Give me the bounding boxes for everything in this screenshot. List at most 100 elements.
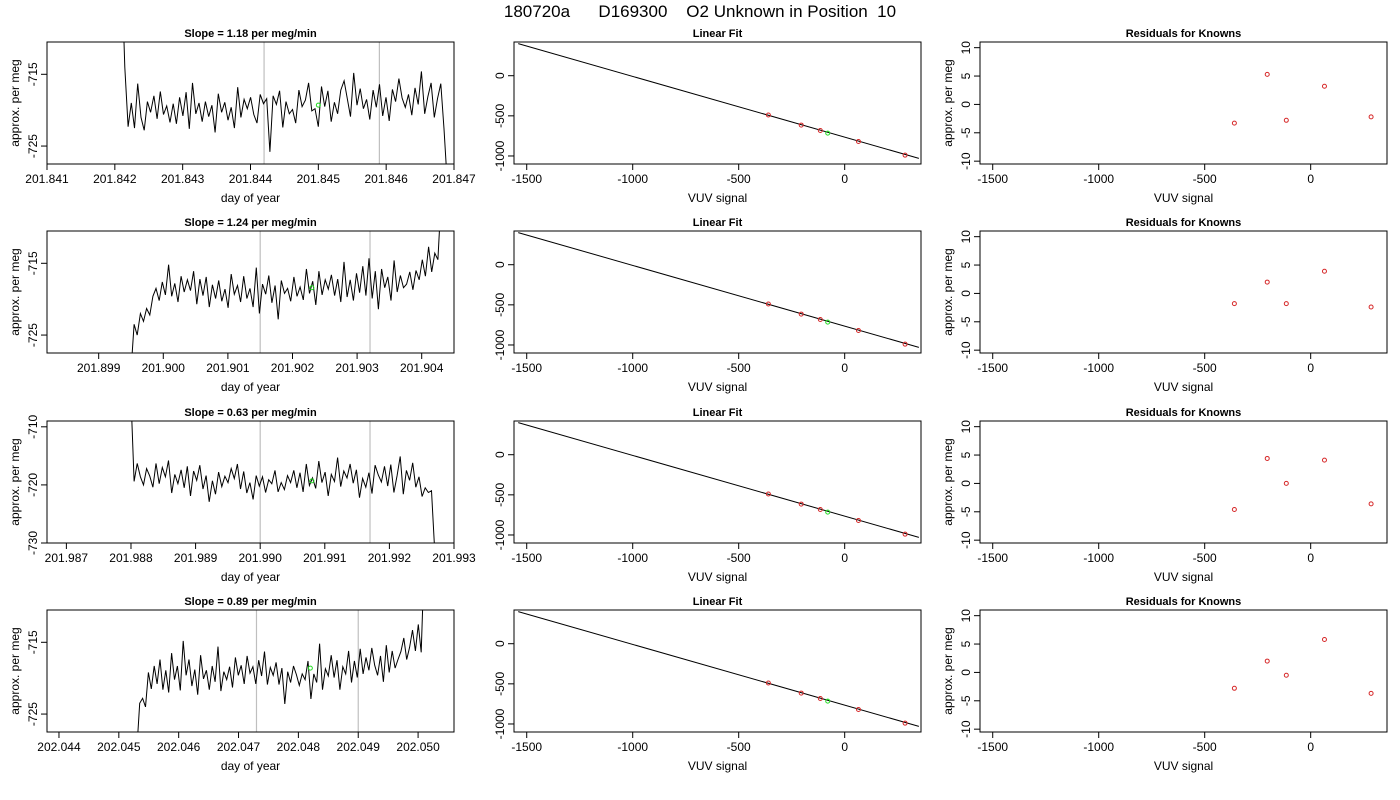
x-tick-label: -1000 xyxy=(617,361,648,375)
y-tick-label: 5 xyxy=(959,451,973,458)
y-tick-label: -715 xyxy=(26,251,40,275)
known-point xyxy=(855,328,861,334)
residual-point xyxy=(1264,455,1270,461)
x-tick-label: 0 xyxy=(1307,361,1314,375)
plot-frame xyxy=(46,230,455,354)
y-tick-label: -730 xyxy=(26,531,40,555)
x-axis-label: day of year xyxy=(221,380,280,394)
x-tick-label: -500 xyxy=(1193,172,1217,186)
plot-frame xyxy=(513,230,922,354)
residual-point xyxy=(1283,117,1289,123)
residual-point xyxy=(1231,685,1237,691)
y-tick-label: 5 xyxy=(959,72,973,79)
x-tick-label: -500 xyxy=(1193,361,1217,375)
y-tick-label: 10 xyxy=(959,41,973,55)
y-tick-label: -725 xyxy=(26,323,40,347)
known-point xyxy=(765,301,771,307)
known-point xyxy=(817,696,823,702)
x-axis-label: VUV signal xyxy=(1154,759,1213,773)
plot-area xyxy=(137,610,424,732)
y-axis-label: approx. per meg xyxy=(941,627,955,714)
plot-area xyxy=(518,43,920,159)
plot-frame xyxy=(979,230,1388,354)
page-title: 180720a D169300 O2 Unknown in Position 1… xyxy=(503,2,897,21)
known-point xyxy=(817,317,823,323)
known-point xyxy=(798,122,804,128)
residual-point xyxy=(1368,690,1374,696)
plot-area xyxy=(518,232,920,348)
x-tick-label: 202.049 xyxy=(337,740,381,754)
x-tick-label: 201.990 xyxy=(238,551,282,565)
y-tick-label: -1000 xyxy=(493,519,507,550)
y-tick-label: -725 xyxy=(26,702,40,726)
y-tick-label: 0 xyxy=(959,669,973,676)
y-tick-label: -715 xyxy=(26,62,40,86)
residual-point xyxy=(1321,268,1327,274)
known-point xyxy=(798,690,804,696)
panel-title: Residuals for Knowns xyxy=(1126,407,1242,419)
unknown-marker xyxy=(309,285,315,291)
y-tick-label: 0 xyxy=(493,261,507,268)
unknown-point xyxy=(825,319,831,325)
x-tick-label: 201.991 xyxy=(303,551,347,565)
x-tick-label: 201.987 xyxy=(45,551,89,565)
plot-frame xyxy=(46,609,455,733)
known-point xyxy=(855,139,861,145)
plot-area xyxy=(1231,455,1374,513)
x-tick-label: 202.047 xyxy=(217,740,261,754)
y-tick-label: -5 xyxy=(959,127,973,138)
y-tick-label: -10 xyxy=(959,531,973,549)
plot-frame xyxy=(46,420,455,544)
x-tick-label: -1500 xyxy=(977,361,1008,375)
plot-area xyxy=(131,231,440,353)
y-tick-label: 0 xyxy=(959,480,973,487)
x-tick-label: 201.845 xyxy=(297,172,341,186)
x-tick-label: 0 xyxy=(841,740,848,754)
x-tick-label: 201.847 xyxy=(432,172,476,186)
x-axis-label: VUV signal xyxy=(688,380,747,394)
known-point xyxy=(902,152,908,158)
x-tick-label: 201.993 xyxy=(432,551,476,565)
y-axis-label: approx. per meg xyxy=(8,59,22,146)
x-tick-label: 202.046 xyxy=(157,740,201,754)
x-tick-label: 201.846 xyxy=(364,172,408,186)
y-axis-label: approx. per meg xyxy=(8,248,22,335)
known-point xyxy=(765,491,771,497)
known-point xyxy=(902,720,908,726)
known-point xyxy=(855,518,861,524)
x-tick-label: -1500 xyxy=(511,740,542,754)
y-tick-label: -710 xyxy=(26,414,40,438)
plot-area xyxy=(518,422,920,538)
panel-title: Linear Fit xyxy=(693,596,743,608)
x-tick-label: 201.903 xyxy=(335,361,379,375)
x-tick-label: 201.841 xyxy=(25,172,69,186)
data-trace xyxy=(123,42,447,164)
plot-area xyxy=(1231,637,1374,696)
panel-title: Slope = 0.63 per meg/min xyxy=(184,407,317,419)
unknown-marker xyxy=(307,665,313,671)
unknown-point xyxy=(825,509,831,515)
y-tick-label: 10 xyxy=(959,609,973,623)
x-axis-label: VUV signal xyxy=(688,191,747,205)
unknown-point xyxy=(825,130,831,136)
x-tick-label: -500 xyxy=(1193,740,1217,754)
y-tick-label: 0 xyxy=(493,640,507,647)
x-tick-label: 0 xyxy=(841,172,848,186)
y-axis-label: approx. per meg xyxy=(8,438,22,525)
x-tick-label: -1500 xyxy=(511,172,542,186)
known-point xyxy=(765,680,771,686)
panel-title: Slope = 1.18 per meg/min xyxy=(184,28,317,40)
fit-line xyxy=(518,43,920,159)
x-axis-label: VUV signal xyxy=(1154,191,1213,205)
x-tick-label: -1500 xyxy=(977,551,1008,565)
residual-point xyxy=(1231,120,1237,126)
x-tick-label: 0 xyxy=(841,551,848,565)
x-tick-label: -1000 xyxy=(1083,740,1114,754)
x-tick-label: -1000 xyxy=(1083,361,1114,375)
y-tick-label: -1000 xyxy=(493,708,507,739)
known-point xyxy=(798,311,804,317)
known-point xyxy=(902,341,908,347)
x-tick-label: 201.989 xyxy=(174,551,218,565)
panel-title: Slope = 1.24 per meg/min xyxy=(184,217,317,229)
